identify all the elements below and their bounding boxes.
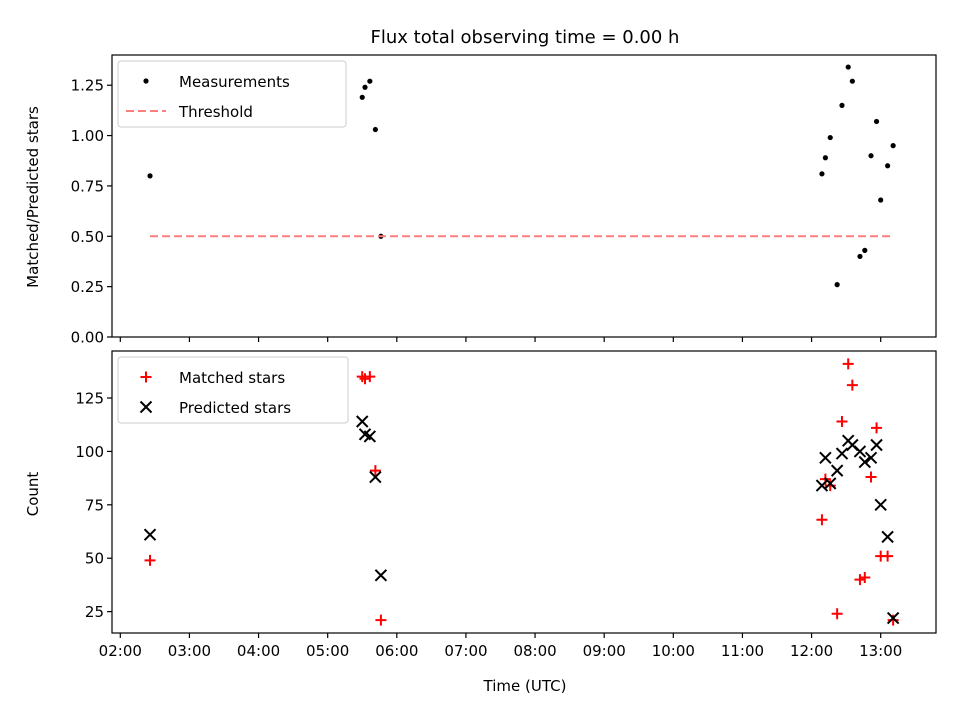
measurements-point bbox=[819, 171, 825, 177]
legend: Measurements Threshold bbox=[117, 60, 347, 128]
predicted-stars-point bbox=[830, 464, 844, 477]
legend-box bbox=[117, 60, 347, 128]
y-tick-label: 0.75 bbox=[71, 177, 104, 195]
y-tick-label: 1.25 bbox=[71, 77, 104, 95]
x-tick-label: 06:00 bbox=[375, 642, 418, 660]
predicted-stars-point bbox=[824, 477, 837, 490]
predicted-stars-point bbox=[858, 455, 872, 469]
y-tick-label: 75 bbox=[85, 496, 104, 514]
matched-stars-point bbox=[854, 574, 866, 586]
legend-label-predicted-stars: Predicted stars bbox=[179, 399, 291, 417]
measurements-point bbox=[878, 197, 884, 203]
bottom-y-axis-label: Count bbox=[24, 472, 42, 517]
measurements-point bbox=[849, 78, 855, 84]
x-axis-label: Time (UTC) bbox=[483, 677, 567, 695]
legend-box bbox=[117, 356, 349, 424]
predicted-stars-point bbox=[363, 430, 377, 443]
y-tick-label: 0.25 bbox=[71, 278, 104, 296]
y-tick-label: 0.00 bbox=[71, 329, 104, 347]
x-tick-label: 10:00 bbox=[652, 642, 695, 660]
x-tick-label: 08:00 bbox=[513, 642, 556, 660]
x-tick-label: 09:00 bbox=[583, 642, 626, 660]
predicted-stars-point bbox=[356, 415, 369, 428]
measurements-point bbox=[868, 153, 874, 159]
measurements-point bbox=[845, 64, 851, 70]
predicted-stars-point bbox=[374, 569, 388, 582]
matched-stars-point bbox=[824, 480, 836, 492]
y-tick-label: 125 bbox=[75, 390, 104, 408]
x-tick-label: 12:00 bbox=[790, 642, 833, 660]
top-y-axis-label: Matched/Predicted stars bbox=[24, 106, 42, 288]
predicted-stars-point bbox=[874, 498, 887, 512]
y-tick-label: 0.50 bbox=[71, 228, 104, 246]
legend: Matched stars Predicted stars bbox=[117, 356, 349, 424]
matched-stars-point bbox=[359, 373, 371, 385]
predicted-stars-point bbox=[853, 445, 867, 458]
matched-stars-point bbox=[882, 550, 894, 562]
measurements-point bbox=[147, 173, 153, 179]
predicted-stars-point bbox=[143, 528, 157, 541]
predicted-stars-point bbox=[864, 451, 878, 465]
x-tick-label: 03:00 bbox=[168, 642, 211, 660]
predicted-stars-point bbox=[835, 447, 849, 460]
measurements-point bbox=[839, 102, 845, 108]
matched-stars-point bbox=[871, 422, 883, 434]
x-tick-label: 05:00 bbox=[306, 642, 349, 660]
chart-title: Flux total observing time = 0.00 h bbox=[371, 27, 680, 48]
predicted-stars-point bbox=[886, 611, 900, 625]
measurements-point bbox=[372, 126, 378, 133]
axes-frame bbox=[111, 350, 937, 634]
matched-stars-point bbox=[859, 571, 871, 583]
legend-swatch-predicted-stars bbox=[139, 400, 153, 414]
matched-stars-point bbox=[144, 554, 156, 566]
measurements-point bbox=[822, 155, 828, 161]
measurements-point bbox=[890, 143, 896, 149]
x-tick-label: 04:00 bbox=[237, 642, 280, 660]
measurements-point bbox=[362, 84, 368, 90]
legend-label-matched-stars: Matched stars bbox=[179, 369, 285, 387]
legend-label-measurements: Measurements bbox=[179, 73, 290, 91]
measurements-point bbox=[862, 247, 868, 253]
matched-stars-point bbox=[846, 379, 858, 391]
matched-stars-point bbox=[887, 614, 899, 626]
predicted-stars-point bbox=[881, 530, 894, 544]
legend-label-threshold: Threshold bbox=[178, 103, 253, 121]
legend-swatch-matched-stars bbox=[140, 371, 152, 383]
matched-stars-point bbox=[842, 358, 854, 370]
measurements-point bbox=[885, 163, 891, 169]
matched-stars-point bbox=[375, 614, 387, 626]
axes-frame bbox=[111, 54, 937, 338]
predicted-stars-point bbox=[819, 451, 832, 465]
x-tick-label: 02:00 bbox=[99, 642, 142, 660]
x-tick-label: 07:00 bbox=[444, 642, 487, 660]
bottom-plot-panel: 25 50 75 100 125 02:00 03:00 04:00 05:00 06:00 07:… bbox=[75, 350, 937, 660]
measurements-point bbox=[367, 78, 373, 84]
matched-stars-point bbox=[364, 371, 376, 383]
y-tick-label: 100 bbox=[75, 443, 104, 461]
measurements-point bbox=[857, 253, 863, 260]
measurements-point bbox=[359, 94, 365, 100]
matched-stars-point bbox=[836, 416, 848, 427]
measurements-point bbox=[873, 118, 880, 125]
matched-stars-point bbox=[865, 471, 877, 483]
y-tick-label: 50 bbox=[85, 550, 104, 568]
matched-stars-point bbox=[831, 608, 843, 620]
y-tick-label: 1.00 bbox=[71, 127, 104, 145]
matched-stars-point bbox=[369, 465, 381, 477]
measurements-point bbox=[827, 134, 833, 141]
predicted-stars-point bbox=[870, 438, 883, 452]
measurements-point bbox=[834, 282, 840, 288]
matched-stars-point bbox=[816, 514, 828, 526]
x-tick-label: 13:00 bbox=[859, 642, 902, 660]
predicted-stars-point bbox=[369, 470, 382, 484]
legend-swatch-measurements bbox=[143, 78, 149, 84]
y-tick-label: 25 bbox=[85, 603, 104, 621]
top-plot-panel: 0.00 0.25 0.50 0.75 1.00 1.25 Measurements Thre… bbox=[71, 54, 937, 347]
x-tick-label: 11:00 bbox=[721, 642, 764, 660]
